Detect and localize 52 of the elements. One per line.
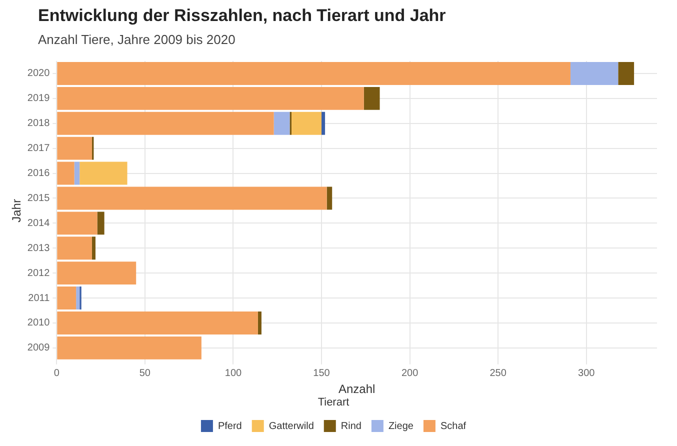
y-tick-label: 2018 <box>27 118 50 130</box>
bar <box>74 162 80 185</box>
y-tick-label: 2015 <box>27 192 50 204</box>
y-tick-label: 2019 <box>27 93 50 104</box>
legend-label: Gatterwild <box>268 420 314 432</box>
y-axis-title: Jahr <box>10 199 24 222</box>
bar <box>57 86 364 110</box>
bar <box>92 236 96 260</box>
bar <box>618 62 634 85</box>
bar <box>258 312 262 334</box>
bar <box>291 112 322 135</box>
legend-label: Ziege <box>388 420 414 432</box>
bar <box>322 112 326 135</box>
bar <box>57 136 92 160</box>
legend-label: Rind <box>340 420 362 432</box>
y-tick-label: 2012 <box>27 268 50 279</box>
y-tick-label: 2011 <box>28 292 50 304</box>
x-tick-label: 250 <box>490 368 507 380</box>
bar <box>57 236 92 260</box>
y-tick-label: 2014 <box>27 218 50 229</box>
bar <box>57 212 98 235</box>
x-axis-title: Anzahl <box>338 382 376 396</box>
bar <box>326 186 332 210</box>
y-tick-label: 2010 <box>27 318 50 329</box>
bar <box>57 262 136 285</box>
bar <box>80 162 128 185</box>
chart-subtitle: Anzahl Tiere, Jahre 2009 bis 2020 <box>38 32 236 47</box>
bar <box>57 286 76 310</box>
bar <box>57 62 570 85</box>
y-tick-label: 2017 <box>27 143 50 154</box>
y-tick-label: 2013 <box>27 242 50 254</box>
y-tick-label: 2009 <box>27 342 50 354</box>
bar <box>570 62 618 85</box>
x-tick-label: 300 <box>578 368 596 380</box>
bar <box>57 336 202 360</box>
legend-label: Schaf <box>440 420 466 432</box>
chart-title: Entwicklung der Risszahlen, nach Tierart und Jahr <box>38 6 446 26</box>
x-tick-label: 50 <box>139 368 151 380</box>
x-tick-label: 0 <box>54 368 60 380</box>
legend-title: Tierart <box>318 396 350 408</box>
bar <box>97 212 104 235</box>
bar <box>57 112 274 135</box>
y-tick-label: 2020 <box>27 68 50 80</box>
bar <box>76 286 80 310</box>
legend-label: Pferd <box>218 420 242 432</box>
x-tick-label: 200 <box>401 368 419 380</box>
bar <box>364 86 380 110</box>
bar <box>274 112 290 135</box>
x-tick-label: 100 <box>224 368 242 380</box>
y-tick-label: 2016 <box>27 168 50 180</box>
bar <box>57 312 258 334</box>
x-tick-label: 150 <box>313 368 330 380</box>
